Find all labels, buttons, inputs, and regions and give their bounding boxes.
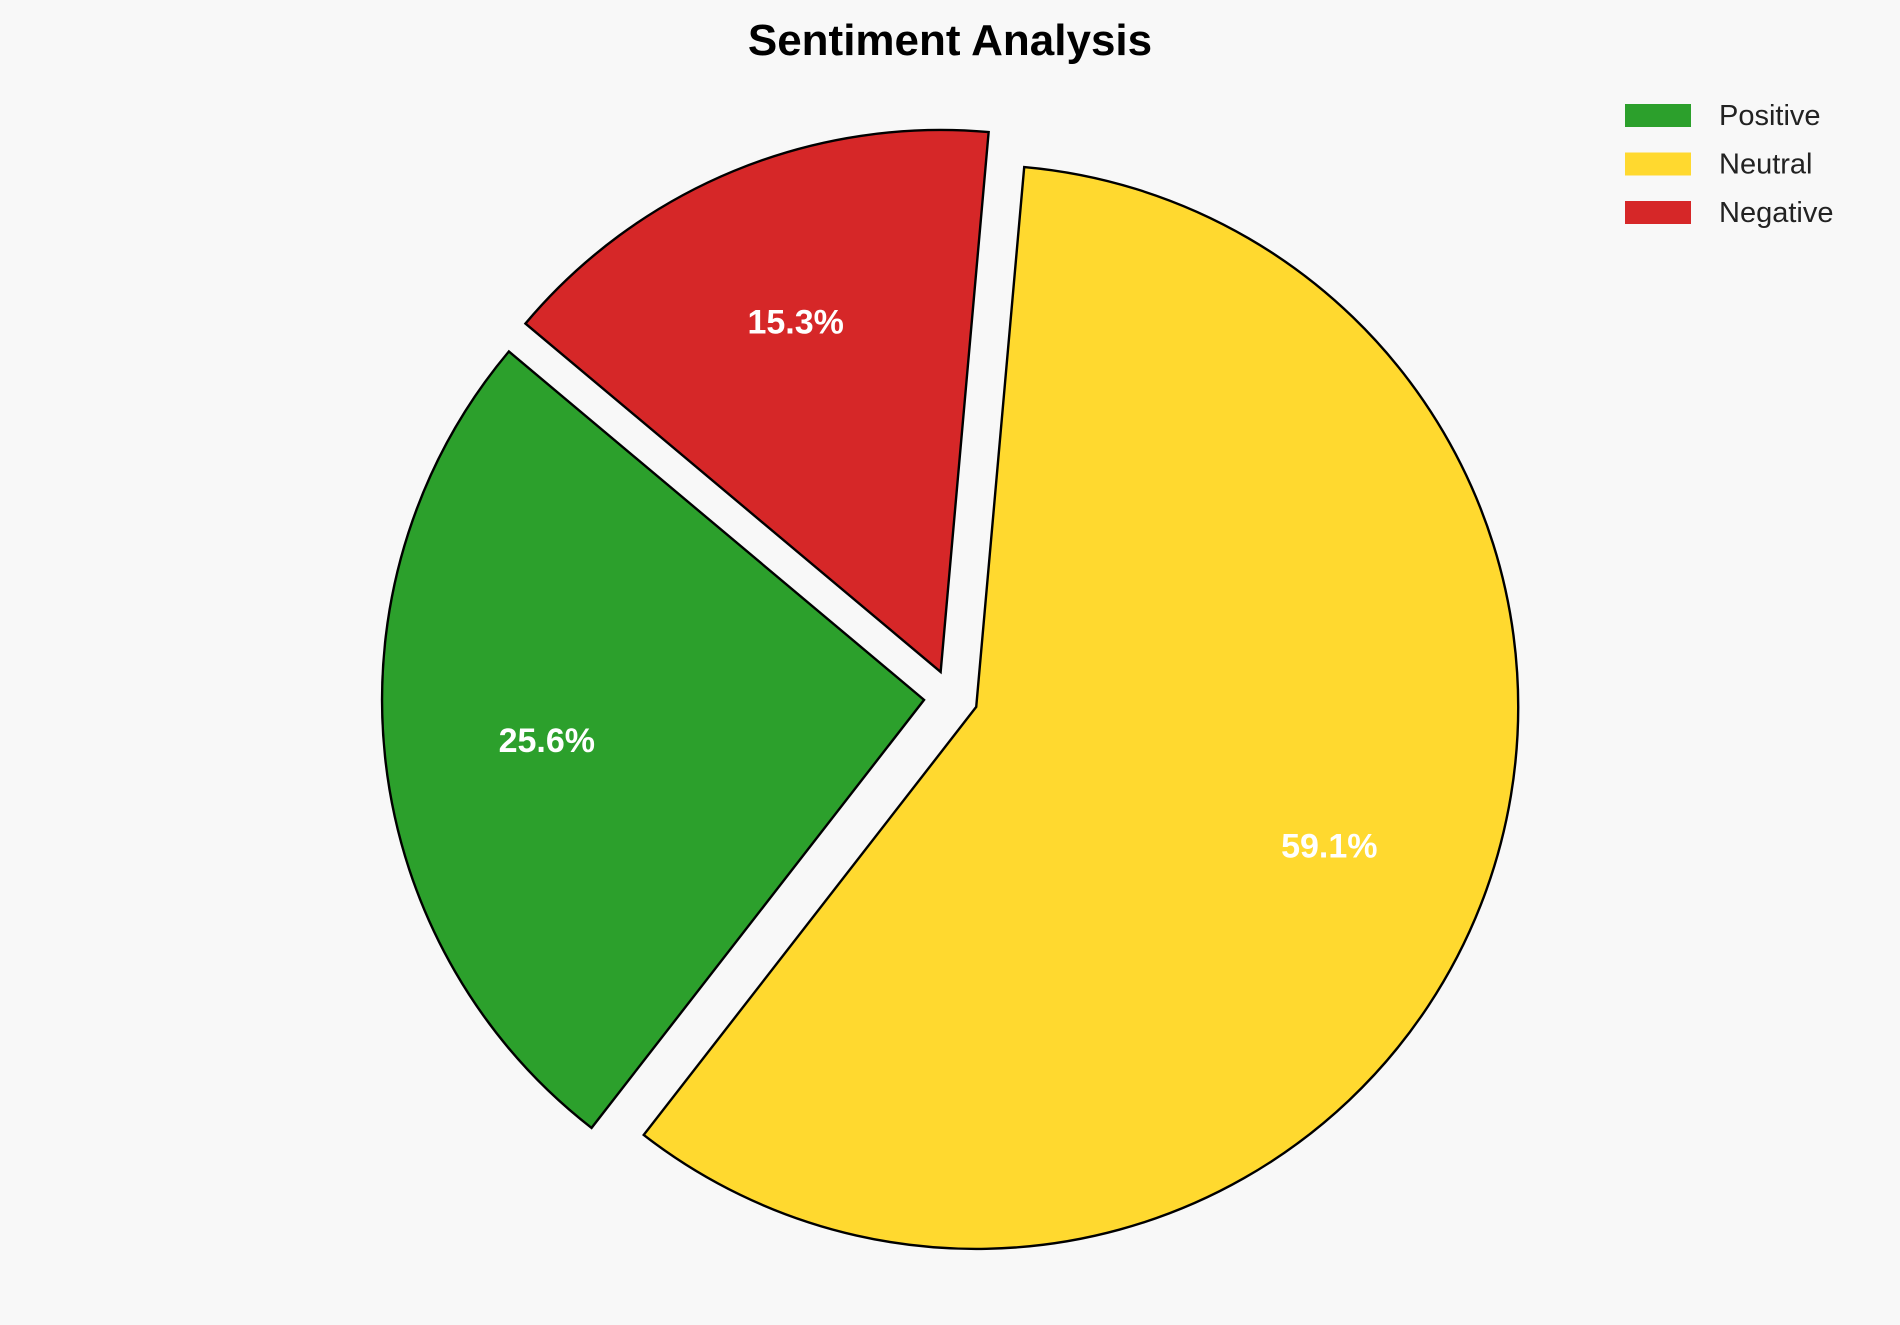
legend-label-positive: Positive [1719,100,1821,132]
pct-label-positive: 25.6% [499,722,595,760]
legend: Positive Neutral Negative [1625,100,1833,229]
legend-swatch-neutral [1625,152,1691,176]
legend-swatch-positive [1625,104,1691,127]
pct-label-negative: 15.3% [747,303,843,341]
legend-swatch-negative [1625,201,1691,224]
legend-label-neutral: Neutral [1719,149,1813,181]
pie-slice-negative [523,128,990,675]
chart-title: Sentiment Analysis [748,16,1152,65]
legend-label-negative: Negative [1719,197,1833,229]
pie-slice-positive [380,349,926,1130]
pct-label-neutral: 59.1% [1281,828,1377,866]
pie-slice-neutral [642,165,1520,1251]
